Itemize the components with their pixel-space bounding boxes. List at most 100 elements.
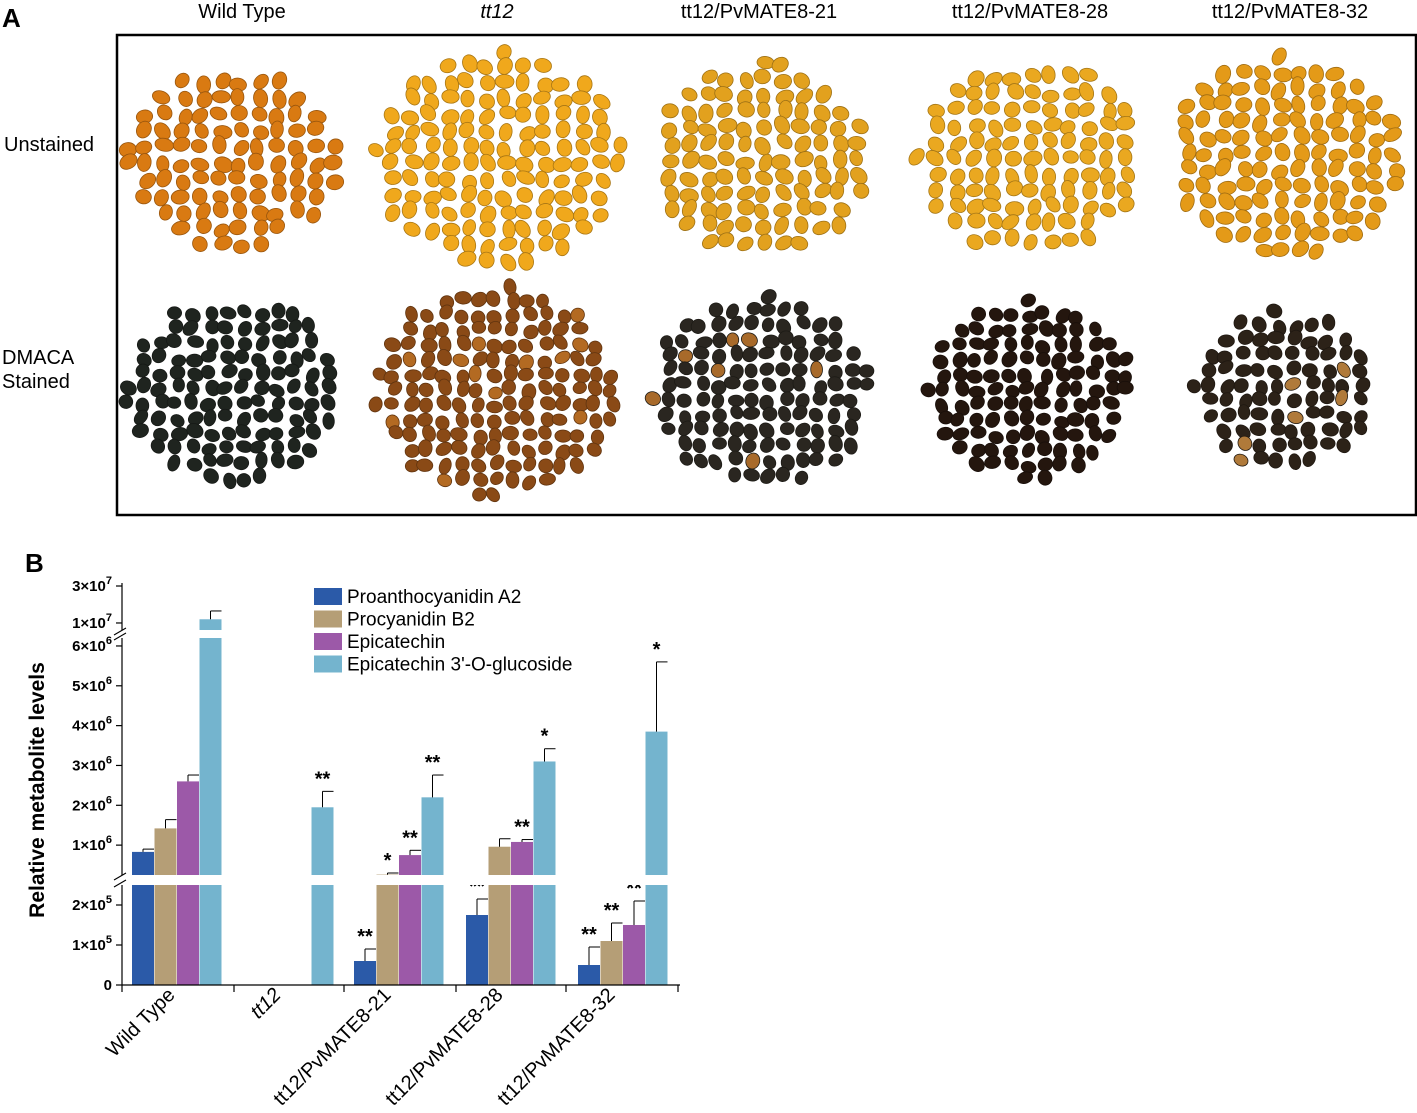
seed [1080, 212, 1095, 230]
seed [507, 292, 521, 310]
bar-0-1 [154, 828, 177, 985]
seed [253, 236, 270, 253]
seed [455, 412, 469, 429]
seed [554, 190, 573, 206]
seed [773, 202, 792, 218]
seed [1021, 442, 1036, 458]
seed [1069, 335, 1082, 353]
seed [196, 75, 212, 95]
seed [1004, 455, 1019, 471]
seed [796, 315, 811, 330]
seed [203, 468, 219, 484]
seed-cluster-dmaca-2 [368, 278, 621, 503]
seed [272, 350, 287, 365]
seed [968, 456, 985, 472]
seed [523, 456, 537, 472]
seed [1293, 126, 1311, 145]
seed [1273, 112, 1291, 127]
seed [1350, 195, 1366, 210]
seed [586, 442, 602, 457]
y-axis-label: Relative metabolite levels [26, 662, 49, 918]
seed [154, 122, 171, 141]
seed [471, 320, 487, 334]
seed [697, 375, 711, 391]
y-tick-label-exponent: 6 [106, 635, 112, 647]
seed [309, 157, 326, 174]
seed [1003, 117, 1022, 132]
seed [1033, 396, 1051, 410]
seed [936, 426, 954, 441]
seed [1025, 213, 1042, 231]
seed [1061, 232, 1079, 247]
seed [251, 106, 268, 122]
seed [762, 406, 778, 422]
seed [498, 123, 513, 142]
seed [1290, 76, 1305, 96]
seed [167, 454, 181, 472]
seed [1354, 410, 1368, 424]
seed [1021, 322, 1039, 336]
bar-0-3 [199, 619, 222, 985]
seed [131, 423, 149, 438]
seed [185, 308, 201, 324]
seed [1233, 314, 1248, 330]
seed [795, 88, 814, 105]
seed [176, 205, 192, 222]
seed [590, 136, 609, 153]
seed [1219, 438, 1233, 454]
seed [471, 443, 486, 459]
seed [1038, 320, 1055, 337]
seed [1235, 226, 1252, 243]
seed [497, 57, 513, 75]
seed [1067, 428, 1084, 442]
seed [775, 362, 791, 377]
seed [1273, 67, 1293, 83]
seed [452, 353, 470, 367]
seed [306, 206, 321, 224]
y-tick-label-base: 3×10 [72, 578, 106, 595]
seed [403, 321, 419, 336]
seed [515, 93, 532, 110]
seed [1102, 337, 1117, 351]
legend-label-2: Epicatechin [347, 632, 445, 653]
y-tick-label-base: 2×10 [72, 897, 106, 914]
seed [676, 393, 692, 408]
seed [1313, 211, 1330, 227]
seed [319, 353, 335, 367]
seed [1063, 87, 1082, 101]
seed [441, 222, 461, 237]
y-tick-label: 0 [104, 977, 112, 994]
seed [485, 439, 501, 456]
seed [762, 334, 780, 349]
seed [711, 393, 725, 409]
seed [501, 379, 516, 395]
seed [405, 87, 421, 106]
seed [289, 414, 305, 428]
seed [454, 291, 472, 305]
seed [982, 369, 1000, 384]
seed [780, 391, 795, 406]
seed [588, 340, 603, 355]
seed [1349, 78, 1365, 95]
seed [761, 317, 775, 333]
seed [463, 137, 480, 155]
seed [987, 382, 1004, 396]
seed [557, 309, 572, 324]
seed [952, 337, 967, 351]
seed [728, 450, 744, 466]
seed [575, 139, 591, 156]
seed [1233, 144, 1251, 159]
seed [1106, 411, 1122, 425]
seed [1214, 129, 1232, 144]
seed [501, 425, 519, 441]
seed [1086, 395, 1101, 411]
seed [1089, 336, 1105, 352]
seed [523, 306, 538, 322]
seed [1284, 345, 1300, 360]
seed [1286, 393, 1302, 409]
seed [1274, 207, 1290, 225]
seed [304, 381, 319, 397]
seed [753, 68, 771, 85]
seed [301, 316, 315, 334]
seed [984, 455, 1002, 469]
